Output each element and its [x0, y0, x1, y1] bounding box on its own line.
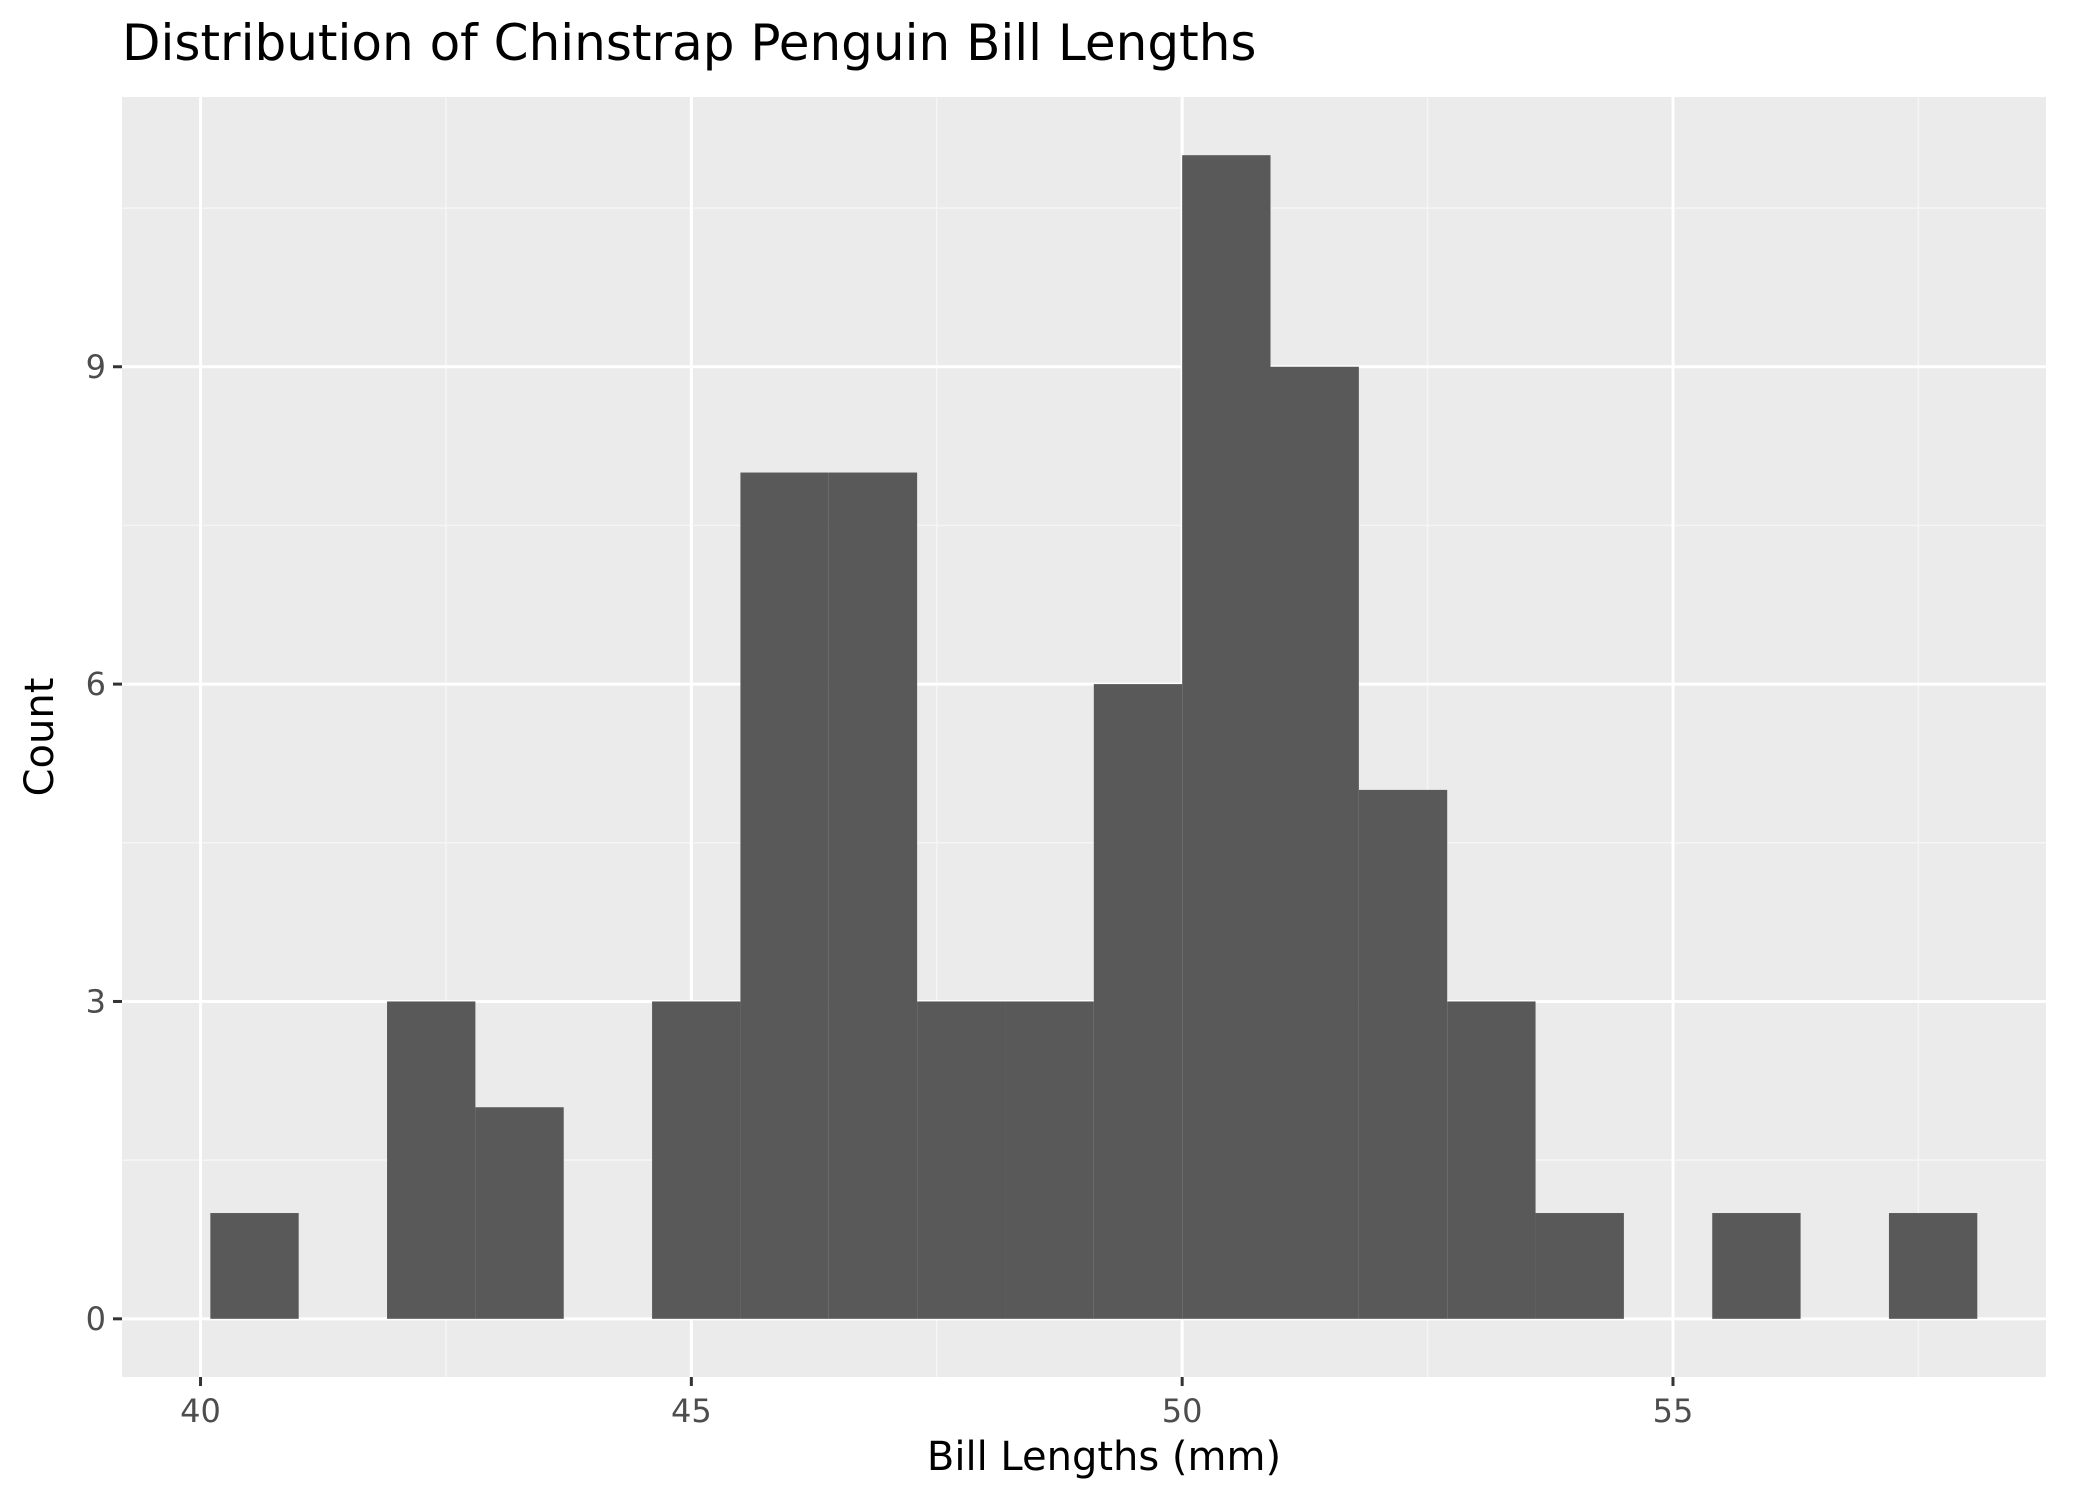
histogram-bar — [828, 472, 918, 1319]
y-tick-label: 0 — [86, 1300, 106, 1338]
x-tick-label: 40 — [180, 1392, 221, 1430]
x-tick-label: 55 — [1653, 1392, 1694, 1430]
x-tick-label: 50 — [1162, 1392, 1203, 1430]
histogram-bar — [1005, 1001, 1094, 1319]
histogram-bar — [1182, 155, 1271, 1319]
y-axis-title: Count — [17, 678, 63, 797]
x-axis-ticks: 40 45 50 55 — [180, 1377, 1693, 1430]
chart-title: Distribution of Chinstrap Penguin Bill L… — [122, 14, 1256, 72]
histogram-bars — [210, 155, 1978, 1319]
histogram-bar — [740, 472, 829, 1319]
histogram-bar — [652, 1001, 741, 1319]
y-axis-ticks: 0 3 6 9 — [86, 348, 122, 1338]
histogram-bar — [387, 1001, 476, 1319]
x-tick-label: 45 — [671, 1392, 712, 1430]
y-tick-label: 6 — [86, 665, 106, 703]
y-tick-label: 9 — [86, 348, 106, 386]
histogram-bar — [1358, 789, 1448, 1319]
histogram-bar — [210, 1213, 299, 1319]
histogram-bar — [1888, 1213, 1978, 1319]
histogram-bar — [1093, 684, 1183, 1319]
histogram-bar — [1712, 1213, 1801, 1319]
histogram-bar — [1447, 1001, 1536, 1319]
x-axis-title: Bill Lengths (mm) — [927, 1434, 1281, 1480]
histogram-bar — [917, 1001, 1006, 1319]
y-tick-label: 3 — [86, 982, 106, 1020]
minor-gridlines — [122, 97, 2046, 1377]
histogram-bar — [1535, 1213, 1624, 1319]
histogram-bar — [475, 1107, 564, 1319]
histogram-bar — [1270, 366, 1359, 1319]
